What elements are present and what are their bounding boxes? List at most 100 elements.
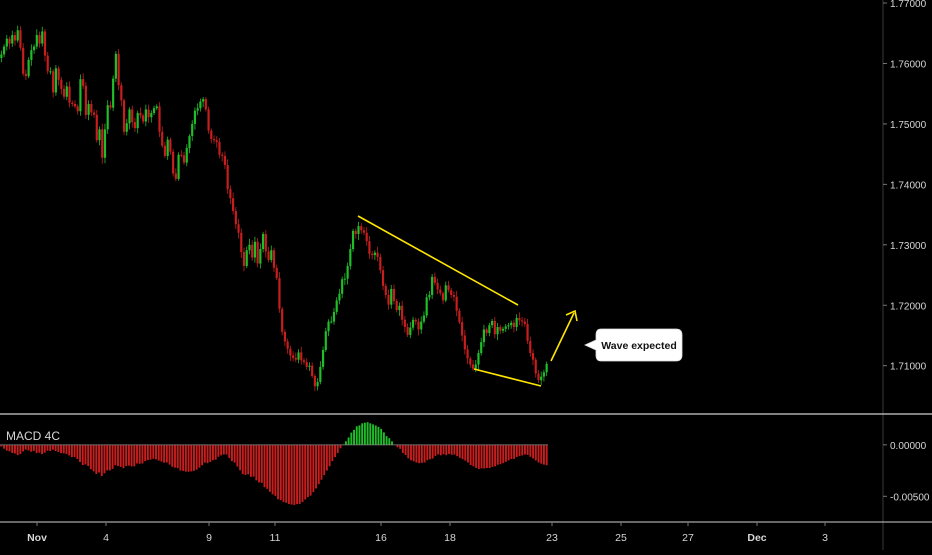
candle[interactable] xyxy=(8,36,11,50)
candle[interactable] xyxy=(330,316,333,324)
candle[interactable] xyxy=(343,273,346,286)
candle[interactable] xyxy=(193,107,197,130)
candle[interactable] xyxy=(259,243,262,269)
candle[interactable] xyxy=(360,223,363,234)
candle[interactable] xyxy=(30,44,33,66)
candle[interactable] xyxy=(471,360,475,371)
candle[interactable] xyxy=(302,358,306,365)
candle[interactable] xyxy=(390,284,393,309)
candle[interactable] xyxy=(354,228,357,239)
candle[interactable] xyxy=(455,290,458,317)
candle[interactable] xyxy=(441,291,445,305)
candle[interactable] xyxy=(401,300,404,326)
candle[interactable] xyxy=(365,227,368,246)
candle[interactable] xyxy=(161,126,164,149)
candle[interactable] xyxy=(245,246,248,269)
projection-arrow-line[interactable] xyxy=(550,312,575,362)
candle[interactable] xyxy=(125,119,128,136)
candle[interactable] xyxy=(409,322,412,339)
candle[interactable] xyxy=(439,285,442,296)
candle[interactable] xyxy=(112,75,115,111)
candle[interactable] xyxy=(327,319,330,337)
candle[interactable] xyxy=(19,26,22,51)
candle[interactable] xyxy=(482,324,486,347)
candle[interactable] xyxy=(188,134,191,154)
candle[interactable] xyxy=(275,264,278,280)
candle[interactable] xyxy=(234,207,237,230)
candle[interactable] xyxy=(420,316,423,334)
candle[interactable] xyxy=(373,250,376,260)
candle[interactable] xyxy=(218,138,221,159)
candle[interactable] xyxy=(204,96,207,112)
candle[interactable] xyxy=(433,272,436,286)
candle[interactable] xyxy=(349,243,352,270)
candle[interactable] xyxy=(510,320,513,329)
candle[interactable] xyxy=(542,369,546,382)
candle[interactable] xyxy=(346,262,349,285)
candle[interactable] xyxy=(403,316,406,333)
candle[interactable] xyxy=(232,192,235,215)
candle[interactable] xyxy=(458,308,461,325)
candle[interactable] xyxy=(387,289,390,310)
candle[interactable] xyxy=(447,280,450,293)
candle[interactable] xyxy=(46,51,49,75)
candle[interactable] xyxy=(16,25,19,43)
candle[interactable] xyxy=(521,317,524,327)
candle[interactable] xyxy=(196,103,199,116)
candle[interactable] xyxy=(229,185,232,205)
candle[interactable] xyxy=(62,85,66,100)
candle[interactable] xyxy=(82,73,85,90)
candle[interactable] xyxy=(177,152,180,181)
candle[interactable] xyxy=(202,96,205,108)
candle[interactable] xyxy=(480,337,483,356)
candle[interactable] xyxy=(92,109,96,118)
candle[interactable] xyxy=(114,51,117,83)
candle[interactable] xyxy=(501,326,505,334)
candle[interactable] xyxy=(172,148,175,177)
candle[interactable] xyxy=(493,317,496,339)
candle[interactable] xyxy=(417,318,420,336)
candle[interactable] xyxy=(147,104,150,123)
candle[interactable] xyxy=(316,378,319,391)
candle[interactable] xyxy=(139,107,142,119)
candle[interactable] xyxy=(289,345,292,362)
candle[interactable] xyxy=(122,98,126,136)
macd-axis[interactable]: 0.00000 -0.00500 xyxy=(883,441,930,503)
candle[interactable] xyxy=(158,102,161,138)
candle[interactable] xyxy=(120,82,123,107)
candle[interactable] xyxy=(210,128,213,144)
candle[interactable] xyxy=(52,68,55,98)
candle[interactable] xyxy=(283,329,286,347)
candle[interactable] xyxy=(450,287,453,299)
candle[interactable] xyxy=(155,104,158,111)
candle[interactable] xyxy=(240,228,243,259)
candle[interactable] xyxy=(95,109,98,143)
candle[interactable] xyxy=(512,319,516,333)
time-axis[interactable]: Nov 4 9 11 16 18 23 25 27 Dec 3 xyxy=(27,522,828,544)
lower-trendline[interactable] xyxy=(473,368,542,387)
candle[interactable] xyxy=(529,336,532,357)
candle[interactable] xyxy=(431,274,434,300)
candle[interactable] xyxy=(540,371,543,385)
price-axis[interactable]: 1.77000 1.76000 1.75000 1.74000 1.73000 1.720… xyxy=(883,0,927,373)
candle[interactable] xyxy=(436,278,439,295)
candle[interactable] xyxy=(237,219,240,239)
candle[interactable] xyxy=(180,150,183,158)
candle[interactable] xyxy=(103,123,107,164)
candle[interactable] xyxy=(38,31,41,48)
candle[interactable] xyxy=(24,69,27,81)
candle[interactable] xyxy=(428,291,431,301)
candle[interactable] xyxy=(357,221,360,240)
candle[interactable] xyxy=(256,237,259,268)
candle[interactable] xyxy=(477,349,480,371)
candle[interactable] xyxy=(199,98,202,112)
candle[interactable] xyxy=(65,82,68,101)
candle[interactable] xyxy=(371,250,374,260)
candle[interactable] xyxy=(463,330,466,355)
candle[interactable] xyxy=(174,168,177,182)
candle[interactable] xyxy=(163,141,167,158)
candle[interactable] xyxy=(43,28,47,62)
candle[interactable] xyxy=(466,345,469,365)
candle[interactable] xyxy=(133,117,137,132)
candle[interactable] xyxy=(150,110,153,123)
